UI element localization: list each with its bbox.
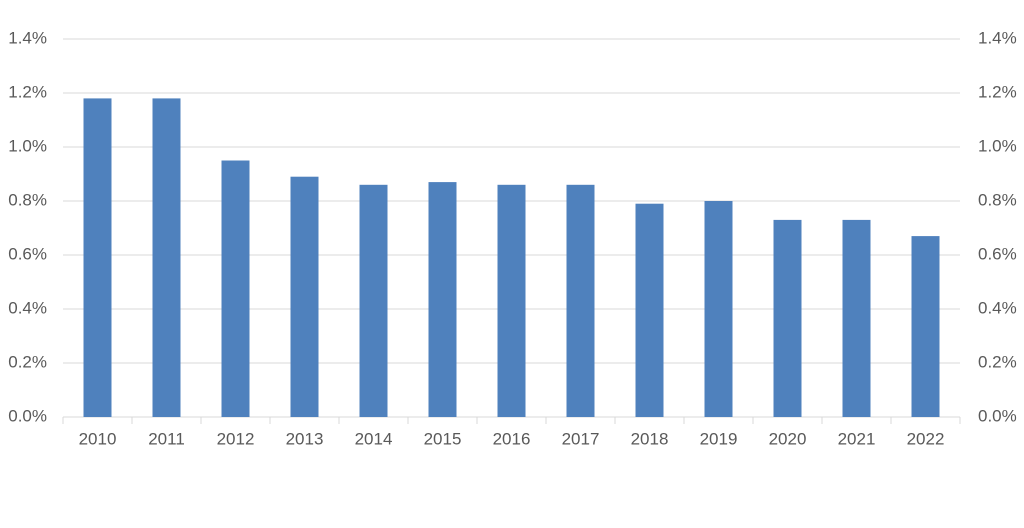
x-tick-label: 2011	[148, 429, 185, 448]
x-tick-label: 2015	[424, 429, 462, 448]
x-tick-label: 2016	[493, 429, 531, 448]
bar	[290, 176, 319, 417]
y-tick-label: 0.6%	[8, 244, 47, 263]
x-tick-label: 2020	[769, 429, 807, 448]
y2-tick-label: 0.0%	[978, 406, 1017, 425]
x-tick-label: 2022	[907, 429, 945, 448]
bar	[566, 184, 595, 417]
x-tick-label: 2013	[286, 429, 324, 448]
x-tick-label: 2019	[700, 429, 738, 448]
bar	[359, 184, 388, 417]
bar	[497, 184, 526, 417]
y2-tick-label: 0.8%	[978, 190, 1017, 209]
x-tick-label: 2021	[838, 429, 876, 448]
x-tick-label: 2018	[631, 429, 669, 448]
y-tick-label: 0.8%	[8, 190, 47, 209]
y-tick-label: 0.2%	[8, 352, 47, 371]
y2-tick-label: 0.4%	[978, 298, 1017, 317]
y2-tick-label: 0.2%	[978, 352, 1017, 371]
bar	[635, 203, 664, 417]
y-tick-label: 1.2%	[8, 82, 47, 101]
bar	[773, 219, 802, 417]
y-tick-label: 0.4%	[8, 298, 47, 317]
bar	[221, 160, 250, 417]
y-tick-label: 1.0%	[8, 136, 47, 155]
y-tick-label: 0.0%	[8, 406, 47, 425]
bar	[911, 236, 940, 417]
bar	[152, 98, 181, 418]
bar	[428, 182, 457, 417]
x-tick-label: 2010	[79, 429, 117, 448]
bar	[704, 201, 733, 417]
y2-tick-label: 1.2%	[978, 82, 1017, 101]
y2-tick-label: 1.4%	[978, 28, 1017, 47]
y2-tick-label: 1.0%	[978, 136, 1017, 155]
x-tick-label: 2014	[355, 429, 393, 448]
y2-tick-label: 0.6%	[978, 244, 1017, 263]
bar	[83, 98, 112, 418]
x-tick-label: 2017	[562, 429, 600, 448]
bar	[842, 219, 871, 417]
y-tick-label: 1.4%	[8, 28, 47, 47]
x-tick-label: 2012	[217, 429, 255, 448]
